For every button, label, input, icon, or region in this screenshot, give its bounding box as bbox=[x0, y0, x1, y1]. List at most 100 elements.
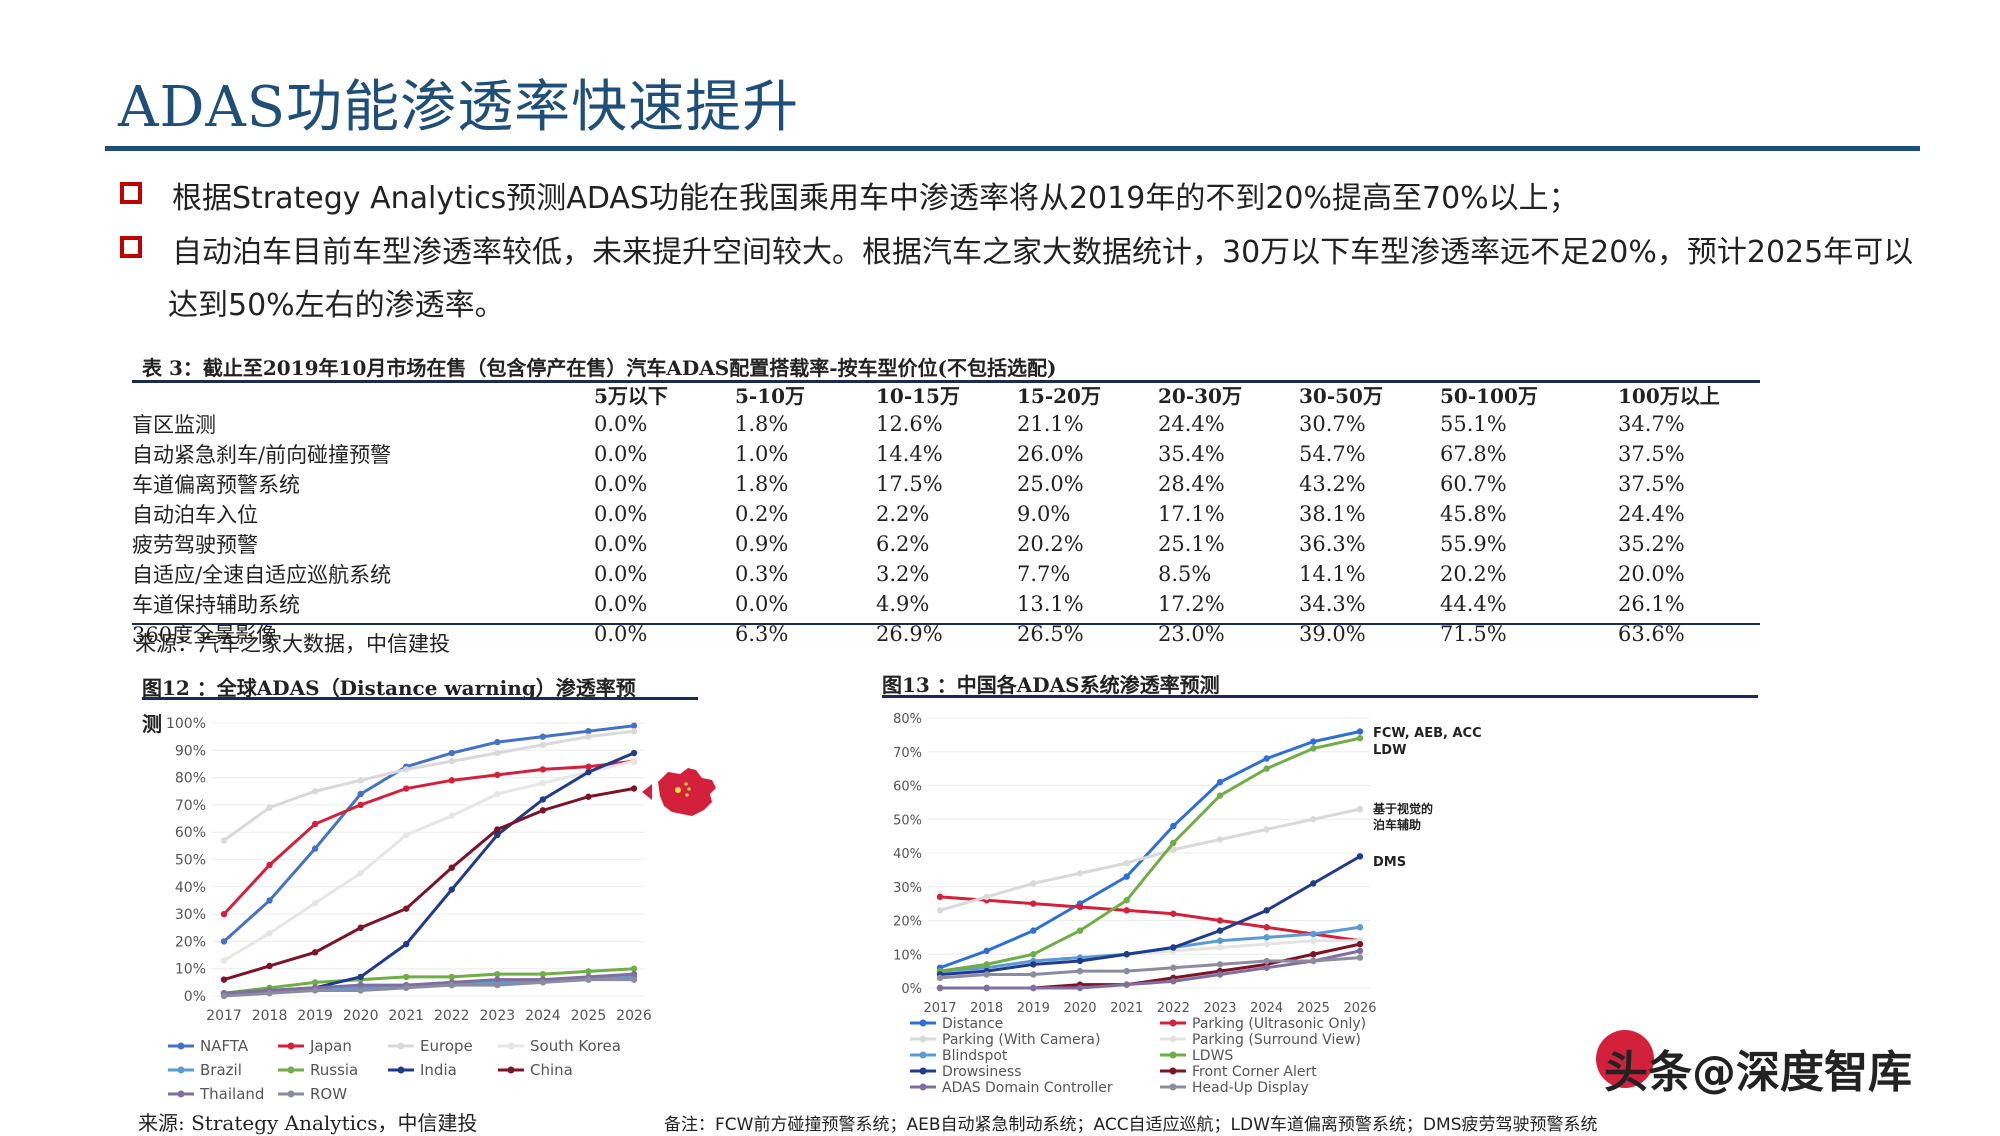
fig12-rule bbox=[142, 697, 698, 700]
data-point bbox=[936, 907, 944, 914]
table-cell: 0.0% bbox=[735, 592, 789, 616]
data-point bbox=[539, 970, 547, 978]
table-source: 来源：汽车之家大数据，中信建投 bbox=[135, 632, 450, 656]
y-tick-label: 30% bbox=[175, 907, 206, 923]
table-cell: 4.9% bbox=[876, 592, 930, 616]
table-cell: 45.8% bbox=[1440, 502, 1507, 526]
table-cell: 38.1% bbox=[1299, 502, 1366, 526]
data-point bbox=[220, 992, 228, 1000]
table-cell: 25.1% bbox=[1158, 532, 1225, 556]
bullet-text: 自动泊车目前车型渗透率较低，未来提升空间较大。根据汽车之家大数据统计，30万以下… bbox=[172, 235, 1914, 270]
data-point bbox=[1310, 745, 1317, 752]
data-point bbox=[311, 899, 319, 907]
row-label: 车道保持辅助系统 bbox=[132, 593, 300, 617]
data-point bbox=[494, 970, 501, 978]
y-tick-label: 80% bbox=[893, 712, 922, 727]
row-label: 360度全景影像 bbox=[132, 623, 278, 647]
data-point bbox=[1310, 951, 1317, 958]
data-point bbox=[266, 990, 273, 997]
annotation-fcw-aeb-acc: FCW, AEB, ACC bbox=[1373, 726, 1482, 741]
data-point bbox=[357, 924, 364, 931]
legend-swatch-marker bbox=[177, 1090, 185, 1098]
legend-label: India bbox=[420, 1061, 457, 1079]
table-cell: 17.5% bbox=[876, 472, 943, 496]
data-point bbox=[1356, 805, 1364, 813]
y-tick-label: 100% bbox=[166, 716, 206, 732]
data-point bbox=[1216, 917, 1224, 924]
data-point bbox=[1310, 738, 1317, 745]
series-line-head-up-display bbox=[939, 956, 1361, 980]
data-point bbox=[1123, 859, 1130, 867]
x-tick-label: 2018 bbox=[970, 1001, 1003, 1016]
annotation-vision-parking: 基于视觉的 bbox=[1373, 802, 1434, 816]
series-line-south-korea bbox=[223, 759, 635, 962]
table-row: 自动紧急刹车/前向碰撞预警 0.0% 1.0% 14.4% 26.0% 35.4% 54.7… bbox=[132, 439, 1760, 469]
data-point bbox=[1356, 947, 1364, 955]
legend-label: Drowsiness bbox=[942, 1064, 1022, 1080]
legend-swatch-marker bbox=[919, 1067, 927, 1075]
data-point bbox=[1356, 728, 1364, 735]
data-point bbox=[448, 812, 455, 820]
series-line-russia bbox=[223, 967, 635, 995]
fig12-title: 图12 ：全球ADAS（Distance warning）渗透率预 bbox=[142, 676, 636, 700]
legend-label: Parking (Surround View) bbox=[1192, 1032, 1361, 1048]
data-point bbox=[448, 973, 455, 981]
table-header-cell: 100万以上 bbox=[1618, 384, 1720, 408]
table-header-cell: 50-100万 bbox=[1440, 384, 1538, 408]
data-point bbox=[585, 733, 592, 740]
table-row: 360度全景影像 0.0% 6.3% 26.9% 26.5% 23.0% 39.0% 71.5… bbox=[132, 619, 1760, 649]
data-point bbox=[1170, 944, 1177, 951]
table-header-row: 5万以下 5-10万 10-15万 15-20万 20-30万 30-50万 50-100万… bbox=[132, 380, 1760, 409]
x-tick-label: 2023 bbox=[480, 1008, 516, 1024]
x-tick-label: 2020 bbox=[1063, 1001, 1096, 1016]
data-point bbox=[1356, 940, 1364, 948]
data-point bbox=[1263, 826, 1270, 833]
table-cell: 20.2% bbox=[1440, 562, 1507, 586]
y-tick-label: 0% bbox=[184, 989, 206, 1005]
table-cell: 43.2% bbox=[1299, 472, 1366, 496]
data-point bbox=[494, 976, 501, 983]
row-label: 自动紧急刹车/前向碰撞预警 bbox=[132, 443, 392, 467]
row-label: 疲劳驾驶预警 bbox=[132, 533, 258, 557]
data-point bbox=[1076, 927, 1084, 934]
data-point bbox=[983, 893, 990, 901]
data-point bbox=[630, 970, 638, 978]
legend-label: Head-Up Display bbox=[1192, 1080, 1309, 1096]
series-line-parking-with-camera- bbox=[939, 807, 1361, 912]
legend-label: Parking (With Camera) bbox=[942, 1032, 1100, 1048]
series-line-nafta bbox=[222, 724, 635, 943]
data-point bbox=[585, 793, 592, 800]
legend-swatch-marker bbox=[177, 1042, 185, 1050]
data-point bbox=[1170, 910, 1177, 917]
x-tick-label: 2026 bbox=[616, 1008, 652, 1024]
table-row: 车道偏离预警系统 0.0% 1.8% 17.5% 25.0% 28.4% 43.2% 60.7… bbox=[132, 469, 1760, 499]
data-point bbox=[1216, 778, 1224, 786]
series-line-india bbox=[223, 751, 635, 995]
data-point bbox=[1216, 971, 1224, 978]
data-point bbox=[266, 897, 273, 904]
legend-swatch-marker bbox=[287, 1066, 295, 1074]
data-point bbox=[1123, 951, 1130, 958]
table-cell: 63.6% bbox=[1618, 622, 1685, 646]
data-point bbox=[1030, 880, 1037, 887]
fig12-source: 来源: Strategy Analytics，中信建投 bbox=[138, 1111, 478, 1135]
row-label: 盲区监测 bbox=[132, 413, 216, 437]
y-tick-label: 90% bbox=[175, 743, 206, 759]
table-cell: 24.4% bbox=[1158, 412, 1225, 436]
data-point bbox=[1170, 839, 1177, 847]
data-point bbox=[1030, 951, 1037, 958]
data-point bbox=[1123, 907, 1130, 914]
data-point bbox=[1030, 927, 1037, 934]
table-cell: 26.1% bbox=[1618, 592, 1685, 616]
data-point bbox=[220, 910, 228, 918]
legend-swatch-marker bbox=[507, 1066, 515, 1074]
y-tick-label: 60% bbox=[175, 825, 206, 841]
data-point bbox=[220, 957, 228, 964]
y-tick-label: 70% bbox=[175, 798, 206, 814]
data-point bbox=[220, 976, 228, 983]
table-row: 自动泊车入位 0.0% 0.2% 2.2% 9.0% 17.1% 38.1% 45.8% 24.… bbox=[132, 499, 1760, 529]
data-point bbox=[983, 961, 990, 968]
data-point bbox=[539, 807, 547, 814]
data-point bbox=[266, 962, 273, 970]
data-point bbox=[1076, 984, 1084, 992]
